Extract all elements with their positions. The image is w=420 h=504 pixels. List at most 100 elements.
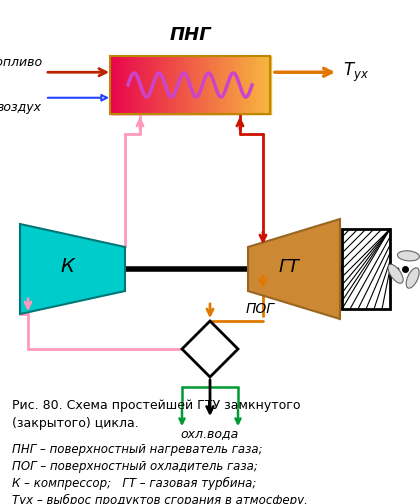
Bar — [178, 56, 181, 114]
Text: К: К — [60, 258, 74, 277]
Text: ПОГ – поверхностный охладитель газа;: ПОГ – поверхностный охладитель газа; — [12, 460, 258, 473]
Bar — [230, 56, 233, 114]
Bar — [128, 56, 131, 114]
Bar — [226, 56, 228, 114]
Polygon shape — [248, 219, 340, 319]
Bar — [116, 56, 118, 114]
Bar — [248, 56, 250, 114]
Text: ПНГ – поверхностный нагреватель газа;: ПНГ – поверхностный нагреватель газа; — [12, 443, 262, 456]
Bar — [260, 56, 262, 114]
Bar — [158, 56, 160, 114]
Bar — [242, 56, 244, 114]
Bar — [142, 56, 144, 114]
Bar — [134, 56, 136, 114]
Bar — [224, 56, 226, 114]
Bar — [218, 56, 221, 114]
Bar — [208, 56, 210, 114]
Bar — [124, 56, 126, 114]
Bar — [196, 56, 199, 114]
Ellipse shape — [397, 251, 420, 261]
Text: ПОГ: ПОГ — [246, 302, 275, 316]
Text: ГТ: ГТ — [278, 258, 299, 276]
Bar — [228, 56, 231, 114]
Bar — [258, 56, 260, 114]
Bar — [266, 56, 268, 114]
Bar — [148, 56, 150, 114]
Text: К – компрессор;   ГТ – газовая турбина;: К – компрессор; ГТ – газовая турбина; — [12, 477, 256, 490]
Bar — [146, 56, 149, 114]
Text: (закрытого) цикла.: (закрытого) цикла. — [12, 417, 139, 430]
Bar — [254, 56, 257, 114]
Bar — [138, 56, 141, 114]
Ellipse shape — [388, 264, 403, 283]
Bar — [240, 56, 242, 114]
Bar — [166, 56, 168, 114]
Bar — [190, 56, 192, 114]
Bar — [194, 56, 197, 114]
Bar — [244, 56, 247, 114]
Bar — [236, 56, 239, 114]
Bar — [122, 56, 124, 114]
Bar — [186, 56, 189, 114]
Bar — [160, 56, 163, 114]
Bar — [232, 56, 234, 114]
Bar — [204, 56, 207, 114]
Bar — [238, 56, 241, 114]
Bar — [212, 56, 215, 114]
Text: $T_{ух}$: $T_{ух}$ — [343, 60, 369, 84]
Bar — [252, 56, 255, 114]
Bar — [150, 56, 152, 114]
Ellipse shape — [406, 268, 419, 288]
Bar — [170, 56, 173, 114]
Bar — [110, 56, 270, 114]
Text: воздух: воздух — [0, 101, 42, 114]
Bar — [198, 56, 200, 114]
Bar — [168, 56, 171, 114]
Bar — [202, 56, 205, 114]
Bar — [126, 56, 129, 114]
Bar — [172, 56, 174, 114]
Text: Рис. 80. Схема простейшей ГТУ замкнутого: Рис. 80. Схема простейшей ГТУ замкнутого — [12, 399, 300, 412]
Bar — [234, 56, 236, 114]
Bar — [192, 56, 194, 114]
Bar — [216, 56, 218, 114]
Bar — [176, 56, 178, 114]
Text: охл.вода: охл.вода — [181, 427, 239, 440]
Bar — [214, 56, 216, 114]
Bar — [112, 56, 115, 114]
Bar — [262, 56, 265, 114]
Bar — [220, 56, 223, 114]
Bar — [110, 56, 113, 114]
Bar — [268, 56, 270, 114]
Bar — [246, 56, 249, 114]
Bar — [152, 56, 155, 114]
Bar — [180, 56, 183, 114]
Bar — [132, 56, 134, 114]
Bar — [342, 229, 390, 309]
Bar — [206, 56, 208, 114]
Bar — [144, 56, 147, 114]
Bar — [264, 56, 267, 114]
Polygon shape — [182, 321, 238, 377]
Bar — [156, 56, 158, 114]
Bar — [164, 56, 166, 114]
Bar — [210, 56, 213, 114]
Bar — [174, 56, 176, 114]
Bar — [130, 56, 132, 114]
Bar — [162, 56, 165, 114]
Text: Тух – выброс продуктов сгорания в атмосферу.: Тух – выброс продуктов сгорания в атмосф… — [12, 494, 308, 504]
Bar — [222, 56, 225, 114]
Bar — [250, 56, 252, 114]
Bar — [188, 56, 191, 114]
Text: ПНГ: ПНГ — [169, 26, 211, 44]
Bar — [182, 56, 184, 114]
Text: топливо: топливо — [0, 56, 42, 69]
Bar — [114, 56, 116, 114]
Bar — [184, 56, 186, 114]
Bar — [118, 56, 121, 114]
Bar — [154, 56, 157, 114]
Polygon shape — [20, 224, 125, 314]
Bar — [120, 56, 123, 114]
Bar — [140, 56, 142, 114]
Bar — [136, 56, 139, 114]
